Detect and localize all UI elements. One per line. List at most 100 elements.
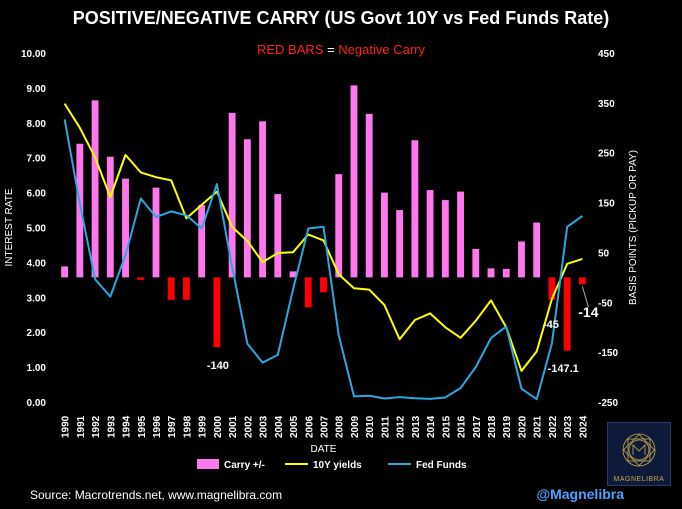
x-tick-label: 2018 [487, 415, 498, 438]
carry-bar-2017 [472, 248, 480, 278]
x-tick-label: 2012 [396, 415, 407, 438]
carry-bar-2015 [441, 200, 449, 278]
right-tick-label: 250 [598, 149, 615, 160]
x-tick-label: 1992 [91, 415, 102, 438]
carry-bar-2020 [518, 241, 525, 278]
carry-bar-2004 [274, 194, 282, 278]
x-axis-title: DATE [311, 444, 337, 455]
x-tick-label: 1998 [182, 415, 193, 438]
carry-bar-2023 [563, 277, 571, 351]
right-tick-label: 50 [598, 248, 610, 259]
x-tick-label: 1994 [122, 415, 133, 438]
chart-title: POSITIVE/NEGATIVE CARRY (US Govt 10Y vs … [72, 8, 610, 28]
left-axis-title: INTEREST RATE [4, 188, 15, 266]
x-tick-label: 2000 [213, 415, 224, 438]
carry-bar-1994 [122, 178, 129, 278]
carry-bar-1993 [106, 156, 114, 278]
legend-yields-label: 10Y yields [313, 460, 362, 471]
carry-bar-2012 [396, 210, 404, 278]
right-tick-label: -50 [598, 298, 613, 309]
carry-bar-2001 [228, 112, 236, 278]
carry-bar-1998 [183, 277, 190, 300]
right-axis-title: BASIS POINTS (PICKUP OR PAY) [628, 150, 639, 305]
x-tick-label: 2013 [411, 415, 422, 438]
subtitle-equals: = [323, 42, 339, 57]
x-tick-label: 2017 [472, 415, 483, 438]
carry-bar-1992 [91, 100, 99, 278]
carry-bar-2013 [411, 140, 419, 278]
source-text: Source: Macrotrends.net, www.magnelibra.… [30, 488, 283, 502]
carry-bar-1995 [137, 277, 145, 280]
x-tick-label: 1991 [76, 415, 87, 438]
carry-bar-2002 [243, 139, 251, 278]
x-tick-label: 2005 [289, 415, 300, 438]
fedfunds-line [63, 119, 583, 401]
chart-subtitle: RED BARS = Negative Carry [0, 42, 682, 57]
left-tick-label: 9.00 [27, 84, 47, 95]
logo-text: MAGNELIBRA [613, 476, 665, 483]
yields-line [63, 103, 583, 372]
carry-bar-1997 [167, 277, 175, 300]
x-tick-label: 2024 [578, 415, 589, 438]
left-tick-label: 4.00 [27, 258, 47, 269]
legend-carry-swatch [197, 459, 219, 469]
x-tick-label: 1993 [106, 415, 117, 438]
x-tick-label: 2010 [365, 415, 376, 438]
carry-bar-2016 [457, 191, 464, 278]
carry-bar-2010 [365, 113, 373, 278]
carry-bar-2008 [335, 174, 343, 278]
annotation-2024: -14 [578, 304, 598, 320]
right-tick-label: 350 [598, 99, 615, 110]
x-tick-label: 2019 [502, 415, 513, 438]
carry-bar-1996 [152, 187, 160, 278]
carry-bar-1999 [198, 205, 206, 278]
annotation-2022: -45 [543, 319, 559, 331]
right-tick-label: -150 [598, 348, 618, 359]
x-tick-label: 2004 [274, 415, 285, 438]
carry-bar-2003 [259, 121, 267, 278]
x-tick-label: 2002 [243, 415, 254, 438]
x-tick-label: 2022 [548, 415, 559, 438]
left-tick-label: 1.00 [27, 363, 47, 374]
x-tick-label: 2023 [563, 415, 574, 438]
subtitle-red-bars: RED BARS [257, 42, 324, 57]
carry-bar-2014 [426, 190, 434, 278]
left-tick-label: 0.00 [27, 398, 47, 409]
x-tick-label: 2001 [228, 415, 239, 438]
left-tick-label: 3.00 [27, 293, 47, 304]
carry-bar-2011 [380, 192, 388, 278]
left-tick-label: 8.00 [27, 119, 47, 130]
carry-bar-2019 [502, 268, 510, 278]
carry-bar-2022 [548, 277, 556, 300]
right-tick-label: 450 [598, 49, 615, 60]
left-tick-label: 6.00 [27, 189, 47, 200]
x-tick-label: 2003 [259, 415, 270, 438]
legend-fedfunds-label: Fed Funds [416, 460, 467, 471]
x-tick-label: 1990 [61, 415, 72, 438]
carry-bar-2009 [350, 85, 358, 278]
twitter-handle: @Magnelibra [536, 486, 624, 502]
x-tick-label: 2020 [517, 415, 528, 438]
left-tick-label: 7.00 [27, 154, 47, 165]
left-tick-label: 5.00 [27, 224, 47, 235]
annotation-2024-leader [581, 286, 589, 308]
subtitle-negative-carry: Negative Carry [338, 42, 425, 57]
carry-bar-1990 [61, 266, 69, 278]
right-tick-label: -250 [598, 398, 618, 409]
annotation-2000: -140 [207, 360, 229, 372]
x-tick-label: 2011 [380, 416, 391, 438]
right-tick-label: 150 [598, 199, 615, 210]
x-tick-label: 1999 [198, 415, 209, 438]
x-tick-label: 1996 [152, 415, 163, 438]
magnelibra-logo: MAGNELIBRA [607, 422, 671, 486]
x-tick-label: 2009 [350, 415, 361, 438]
carry-bar-2024 [578, 277, 586, 285]
x-tick-label: 1995 [137, 415, 148, 438]
x-tick-label: 2014 [426, 415, 437, 438]
x-tick-label: 2021 [533, 415, 544, 438]
carry-bar-2000 [213, 277, 221, 348]
x-tick-label: 2015 [441, 415, 452, 438]
annotation-2023: -147.1 [548, 363, 579, 375]
carry-bar-2006 [304, 277, 312, 308]
carry-bar-2021 [533, 222, 541, 278]
